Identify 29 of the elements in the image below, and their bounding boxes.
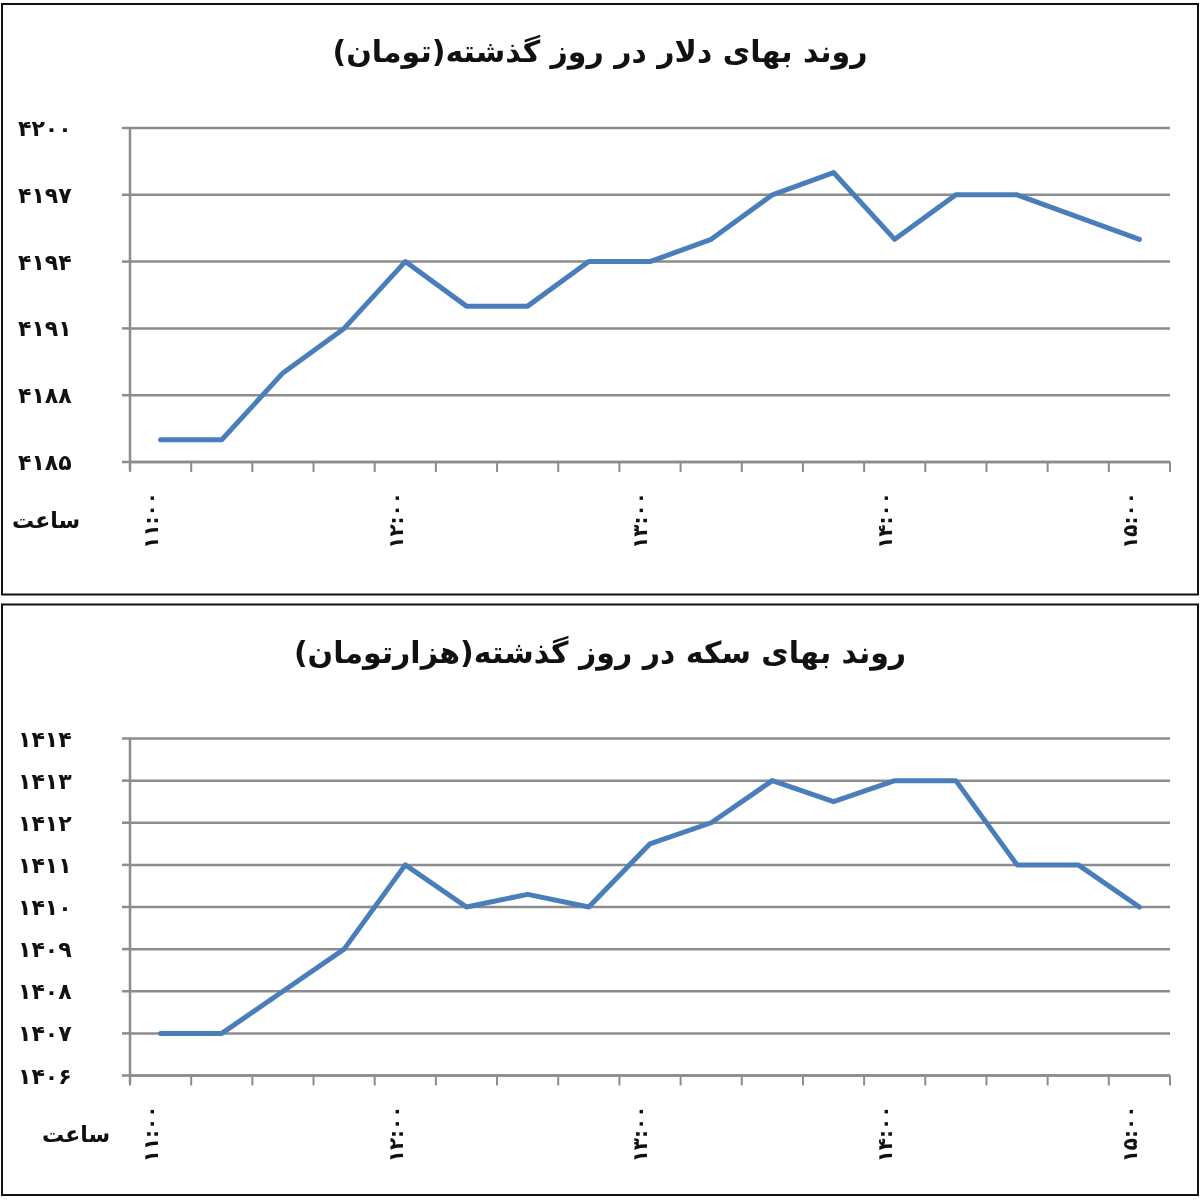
chart-title: روند بهای سکه در روز گذشته(هزارتومان): [293, 634, 907, 671]
y-tick-label: ۱۴۱۴: [18, 726, 72, 752]
x-tick-label: ۱۵:۰۰: [1117, 492, 1142, 549]
y-tick-label: ۴۱۹۷: [18, 182, 73, 208]
x-tick-label: ۱۴:۰۰: [873, 1105, 898, 1163]
y-tick-label: ۴۱۹۱: [18, 316, 72, 342]
x-tick-label: ۱۱:۰۰: [139, 492, 163, 549]
chart-title: روند بهای دلار در روز گذشته(تومان): [332, 34, 868, 70]
y-tick-label: ۴۱۸۸: [18, 383, 73, 409]
y-tick-label: ۱۴۱۲: [18, 810, 73, 836]
y-tick-label: ۴۱۹۴: [18, 249, 72, 275]
y-tick-label: ۴۱۸۵: [18, 450, 72, 475]
x-tick-label: ۱۳:۰۰: [628, 1105, 653, 1163]
x-tick-label: ۱۲:۰۰: [383, 1105, 408, 1163]
y-tick-label: ۱۴۱۱: [18, 852, 72, 878]
x-tick-label: ۱۴:۰۰: [873, 492, 898, 549]
x-tick-label: ۱۳:۰۰: [628, 492, 653, 549]
y-tick-label: ۱۴۰۷: [18, 1021, 73, 1047]
y-tick-label: ۱۴۰۶: [18, 1063, 72, 1089]
x-tick-label: ۱۱:۰۰: [139, 1105, 163, 1163]
y-tick-label: ۱۴۰۸: [18, 979, 73, 1005]
x-tick-label: ۱۵:۰۰: [1117, 1105, 1142, 1163]
x-tick-label: ۱۲:۰۰: [383, 492, 408, 549]
y-tick-label: ۱۴۱۰: [18, 895, 72, 920]
y-tick-label: ۱۴۰۹: [18, 937, 72, 963]
x-axis-title: ساعت: [42, 1121, 111, 1147]
x-axis-title: ساعت: [12, 508, 81, 533]
y-tick-label: ۱۴۱۳: [18, 768, 73, 794]
y-tick-label: ۴۲۰۰: [18, 116, 72, 141]
